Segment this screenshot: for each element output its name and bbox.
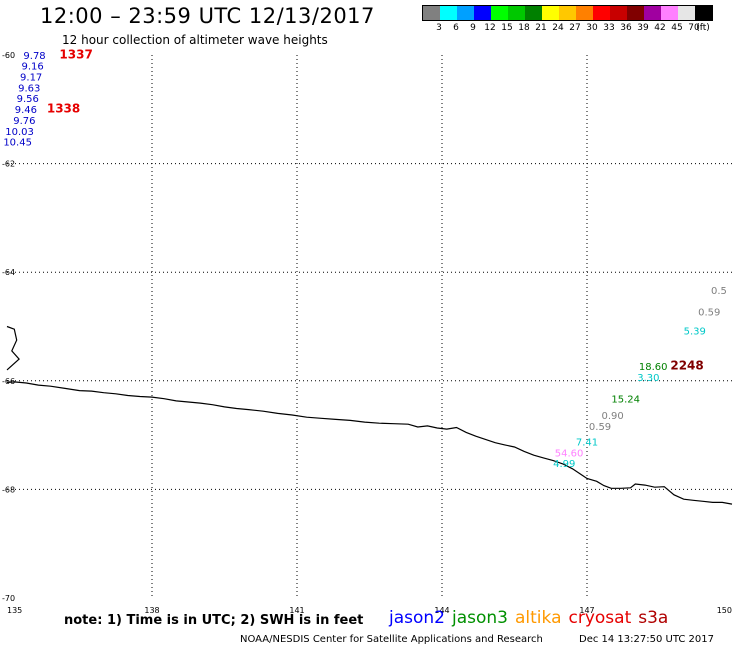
legend-label: 24 — [552, 23, 564, 33]
wave-height-value: 0.59 — [589, 422, 611, 433]
credit-line: NOAA/NESDIS Center for Satellite Applica… — [240, 634, 543, 645]
lat-tick-label: -64 — [2, 268, 15, 277]
wave-height-value: 0.5 — [711, 286, 727, 297]
legend-label: 33 — [603, 23, 615, 33]
legend-swatch — [457, 6, 474, 20]
lon-tick-label: 138 — [144, 606, 159, 615]
legend-label: 21 — [535, 23, 547, 33]
wave-height-value: 18.60 — [639, 362, 668, 373]
lat-tick-label: -60 — [2, 51, 15, 60]
lon-tick-label: 150 — [717, 606, 732, 615]
legend-label: 36 — [620, 23, 632, 33]
legend-swatch — [576, 6, 593, 20]
graticule — [7, 55, 732, 598]
legend-label: 15 — [501, 23, 513, 33]
legend-label: (ft) — [696, 23, 710, 33]
satellite-s3a: s3a — [638, 608, 669, 628]
legend-swatch — [559, 6, 576, 20]
wave-height-value: 9.56 — [17, 94, 39, 105]
legend-swatch — [610, 6, 627, 20]
pass-time-label: 2248 — [670, 358, 703, 372]
legend-swatch — [491, 6, 508, 20]
legend-swatch — [644, 6, 661, 20]
antarctic-coastline — [6, 381, 733, 505]
lon-tick-label: 144 — [434, 606, 449, 615]
legend-swatch — [627, 6, 644, 20]
lat-tick-label: -66 — [2, 377, 15, 386]
color-scale-legend: 3 6 9 12 15 18 21 24 27 30 33 36 39 42 45 70 (ft) — [422, 5, 713, 35]
legend-swatch — [542, 6, 559, 20]
satellite-cryosat: cryosat — [568, 608, 632, 628]
map-title: 12:00 – 23:59 UTC 12/13/2017 — [40, 4, 375, 28]
legend-label: 30 — [586, 23, 598, 33]
legend-swatches — [422, 5, 713, 21]
legend-label: 45 — [671, 23, 683, 33]
wave-height-value: 15.24 — [611, 395, 640, 406]
legend-labels: 3 6 9 12 15 18 21 24 27 30 33 36 39 42 45 70 (ft) — [422, 21, 713, 35]
legend-swatch — [474, 6, 491, 20]
wave-height-value: 9.17 — [20, 73, 42, 84]
legend-label: 70 — [688, 23, 700, 33]
wave-height-value: 7.41 — [576, 437, 598, 448]
legend-swatch — [440, 6, 457, 20]
legend-swatch — [695, 6, 712, 20]
legend-label: 18 — [518, 23, 530, 33]
legend-label: 12 — [484, 23, 496, 33]
legend-swatch — [423, 6, 440, 20]
coastline — [6, 325, 733, 505]
wave-height-value: 4.99 — [553, 459, 575, 470]
legend-label: 42 — [654, 23, 666, 33]
wave-height-value: 10.45 — [3, 138, 32, 149]
legend-label: 27 — [569, 23, 581, 33]
pass-time-label: 1338 — [47, 102, 80, 116]
lat-tick-label: -68 — [2, 485, 15, 494]
wave-height-value: 9.78 — [23, 51, 45, 62]
generation-timestamp: Dec 14 13:27:50 UTC 2017 — [579, 634, 714, 645]
lat-tick-label: -70 — [2, 594, 15, 603]
legend-label: 3 — [436, 23, 442, 33]
legend-label: 39 — [637, 23, 649, 33]
lon-tick-label: 147 — [579, 606, 594, 615]
pass-time-label: 1337 — [59, 47, 92, 61]
legend-swatch — [678, 6, 695, 20]
wave-height-value: 54.60 — [555, 448, 584, 459]
legend-swatch — [661, 6, 678, 20]
axis-ticks: 135 138 141 144 147 150 -60 -62 -64 -66 -68 -70 — [2, 51, 732, 615]
lat-tick-label: -62 — [2, 160, 15, 169]
wave-height-value: 9.46 — [15, 105, 37, 116]
satellite-jason3: jason3 — [452, 608, 508, 628]
legend-swatch — [508, 6, 525, 20]
footnote: note: 1) Time is in UTC; 2) SWH is in fe… — [64, 613, 364, 628]
wave-height-value: 5.39 — [684, 327, 706, 338]
wave-height-value: 9.76 — [13, 116, 35, 127]
legend-label: 9 — [470, 23, 476, 33]
wave-height-value: 0.59 — [698, 308, 720, 319]
satellite-altika: altika — [515, 608, 562, 628]
satellite-jason2: jason2 — [389, 608, 445, 628]
wave-height-value: 9.16 — [21, 62, 43, 73]
wave-height-value: 3.30 — [637, 373, 659, 384]
wave-height-value: 0.90 — [601, 411, 623, 422]
legend-swatch — [593, 6, 610, 20]
satellite-key: jason2 jason3 altika cryosat s3a — [389, 608, 675, 628]
lon-tick-label: 141 — [289, 606, 304, 615]
legend-label: 6 — [453, 23, 459, 33]
wave-height-value: 9.63 — [18, 83, 40, 94]
legend-swatch — [525, 6, 542, 20]
wave-height-value: 10.03 — [5, 127, 34, 138]
pass-time-labels: 1337 1338 2248 — [47, 47, 704, 372]
map-subtitle: 12 hour collection of altimeter wave hei… — [62, 33, 328, 47]
lon-tick-label: 135 — [7, 606, 22, 615]
coastline-segment — [6, 325, 20, 371]
